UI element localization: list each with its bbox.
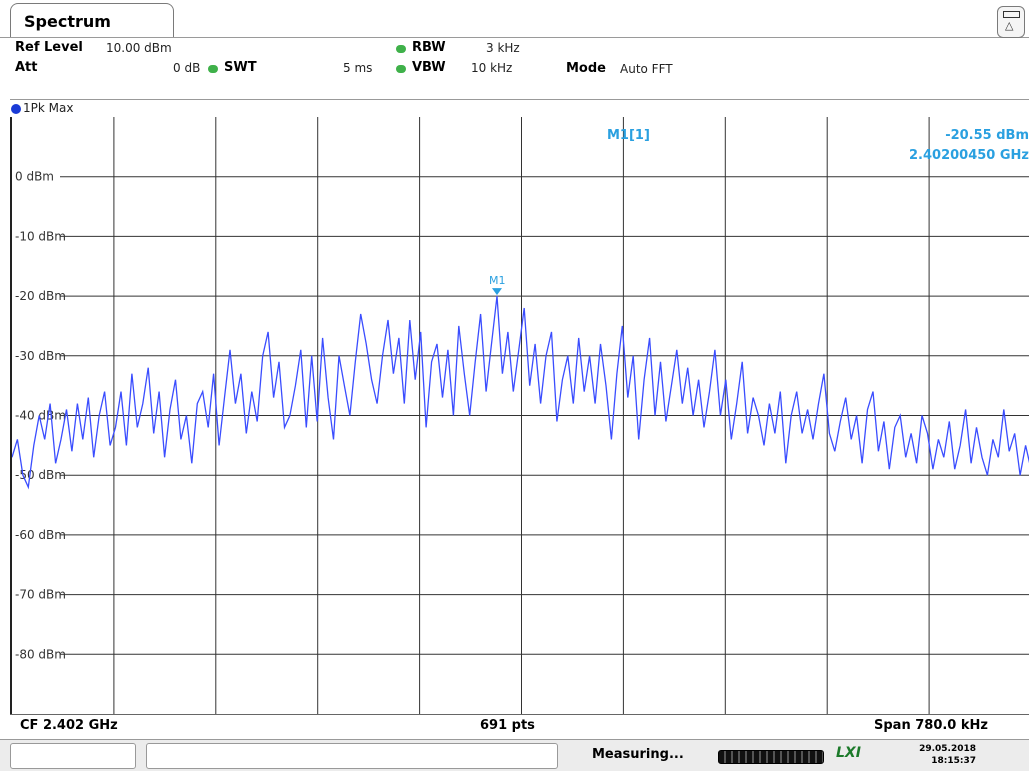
lxi-icon: LXI — [836, 745, 861, 761]
ref-level-value: 10.00 dBm — [106, 41, 172, 55]
tab-spectrum-label: Spectrum — [24, 12, 111, 31]
y-tick-label: -50 dBm — [15, 468, 66, 482]
measuring-status: Measuring... — [592, 747, 684, 762]
vbw-value: 10 kHz — [471, 61, 513, 75]
y-tick-label: -30 dBm — [15, 349, 66, 363]
plot-footer: CF 2.402 GHz 691 pts Span 780.0 kHz — [10, 714, 1029, 739]
y-tick-bg — [12, 288, 60, 304]
vbw-label: VBW — [412, 60, 446, 75]
att-value: 0 dB — [173, 61, 201, 75]
y-tick-bg — [12, 586, 60, 602]
swt-label: SWT — [224, 60, 257, 75]
y-tick-bg — [12, 347, 60, 363]
rbw-status-icon — [396, 45, 406, 53]
y-tick-label: -20 dBm — [15, 289, 66, 303]
center-frequency: CF 2.402 GHz — [20, 718, 118, 733]
trace-indicator-icon — [11, 104, 21, 114]
layout-icon — [1003, 11, 1020, 18]
spectrum-chart: 0 dBm -10 dBm -20 dBm -30 dBm -40 dBm -50 dBm… — [11, 117, 1029, 714]
trace-label-bar: 1Pk Max — [10, 99, 1029, 117]
tab-divider — [0, 37, 1029, 38]
spectrum-plot[interactable]: 0 dBm -10 dBm -20 dBm -30 dBm -40 dBm -50 dBm… — [10, 117, 1029, 715]
window-layout-button[interactable]: △ — [997, 6, 1025, 38]
tab-spectrum[interactable]: Spectrum — [10, 3, 174, 38]
swt-status-icon — [208, 65, 218, 73]
datetime: 29.05.2018 18:15:37 — [912, 743, 976, 767]
plot-grid — [12, 117, 1029, 714]
att-label: Att — [15, 60, 38, 75]
status-date: 29.05.2018 — [919, 744, 976, 754]
span: Span 780.0 kHz — [874, 718, 988, 733]
ref-level-label: Ref Level — [15, 40, 83, 55]
mode-value: Auto FFT — [620, 62, 673, 76]
status-time: 18:15:37 — [931, 756, 976, 766]
y-tick-label: -10 dBm — [15, 229, 66, 243]
y-tick-label: -80 dBm — [15, 647, 66, 661]
y-tick-bg — [12, 526, 60, 542]
rbw-value: 3 kHz — [486, 41, 520, 55]
y-tick-label: -40 dBm — [15, 409, 66, 423]
trace-line — [11, 296, 1029, 490]
trace-label: 1Pk Max — [23, 101, 74, 115]
mode-label: Mode — [566, 61, 606, 76]
y-tick-bg — [12, 168, 60, 184]
marker-readout-level: -20.55 dBm — [945, 128, 1029, 143]
vbw-status-icon — [396, 65, 406, 73]
marker-m1: M1 — [489, 274, 506, 296]
status-bar: Measuring... LXI 29.05.2018 18:15:37 — [0, 739, 1029, 771]
swt-value: 5 ms — [343, 61, 373, 75]
status-field-1 — [10, 743, 136, 769]
marker-triangle-icon — [491, 288, 502, 296]
y-tick-label: -70 dBm — [15, 588, 66, 602]
rbw-label: RBW — [412, 40, 446, 55]
y-tick-label: 0 dBm — [15, 170, 54, 184]
y-tick-bg — [12, 646, 60, 662]
delta-icon: △ — [1005, 19, 1014, 32]
sweep-progress-bar — [718, 750, 824, 764]
y-tick-label: -60 dBm — [15, 528, 66, 542]
status-field-2 — [146, 743, 558, 769]
sweep-points: 691 pts — [480, 718, 535, 733]
marker-readout-name: M1[1] — [607, 128, 650, 143]
marker-readout-frequency: 2.40200450 GHz — [909, 148, 1029, 163]
marker-label: M1 — [489, 274, 506, 287]
y-tick-bg — [12, 228, 60, 244]
y-tick-labels: 0 dBm -10 dBm -20 dBm -30 dBm -40 dBm -50 dBm… — [12, 168, 66, 662]
